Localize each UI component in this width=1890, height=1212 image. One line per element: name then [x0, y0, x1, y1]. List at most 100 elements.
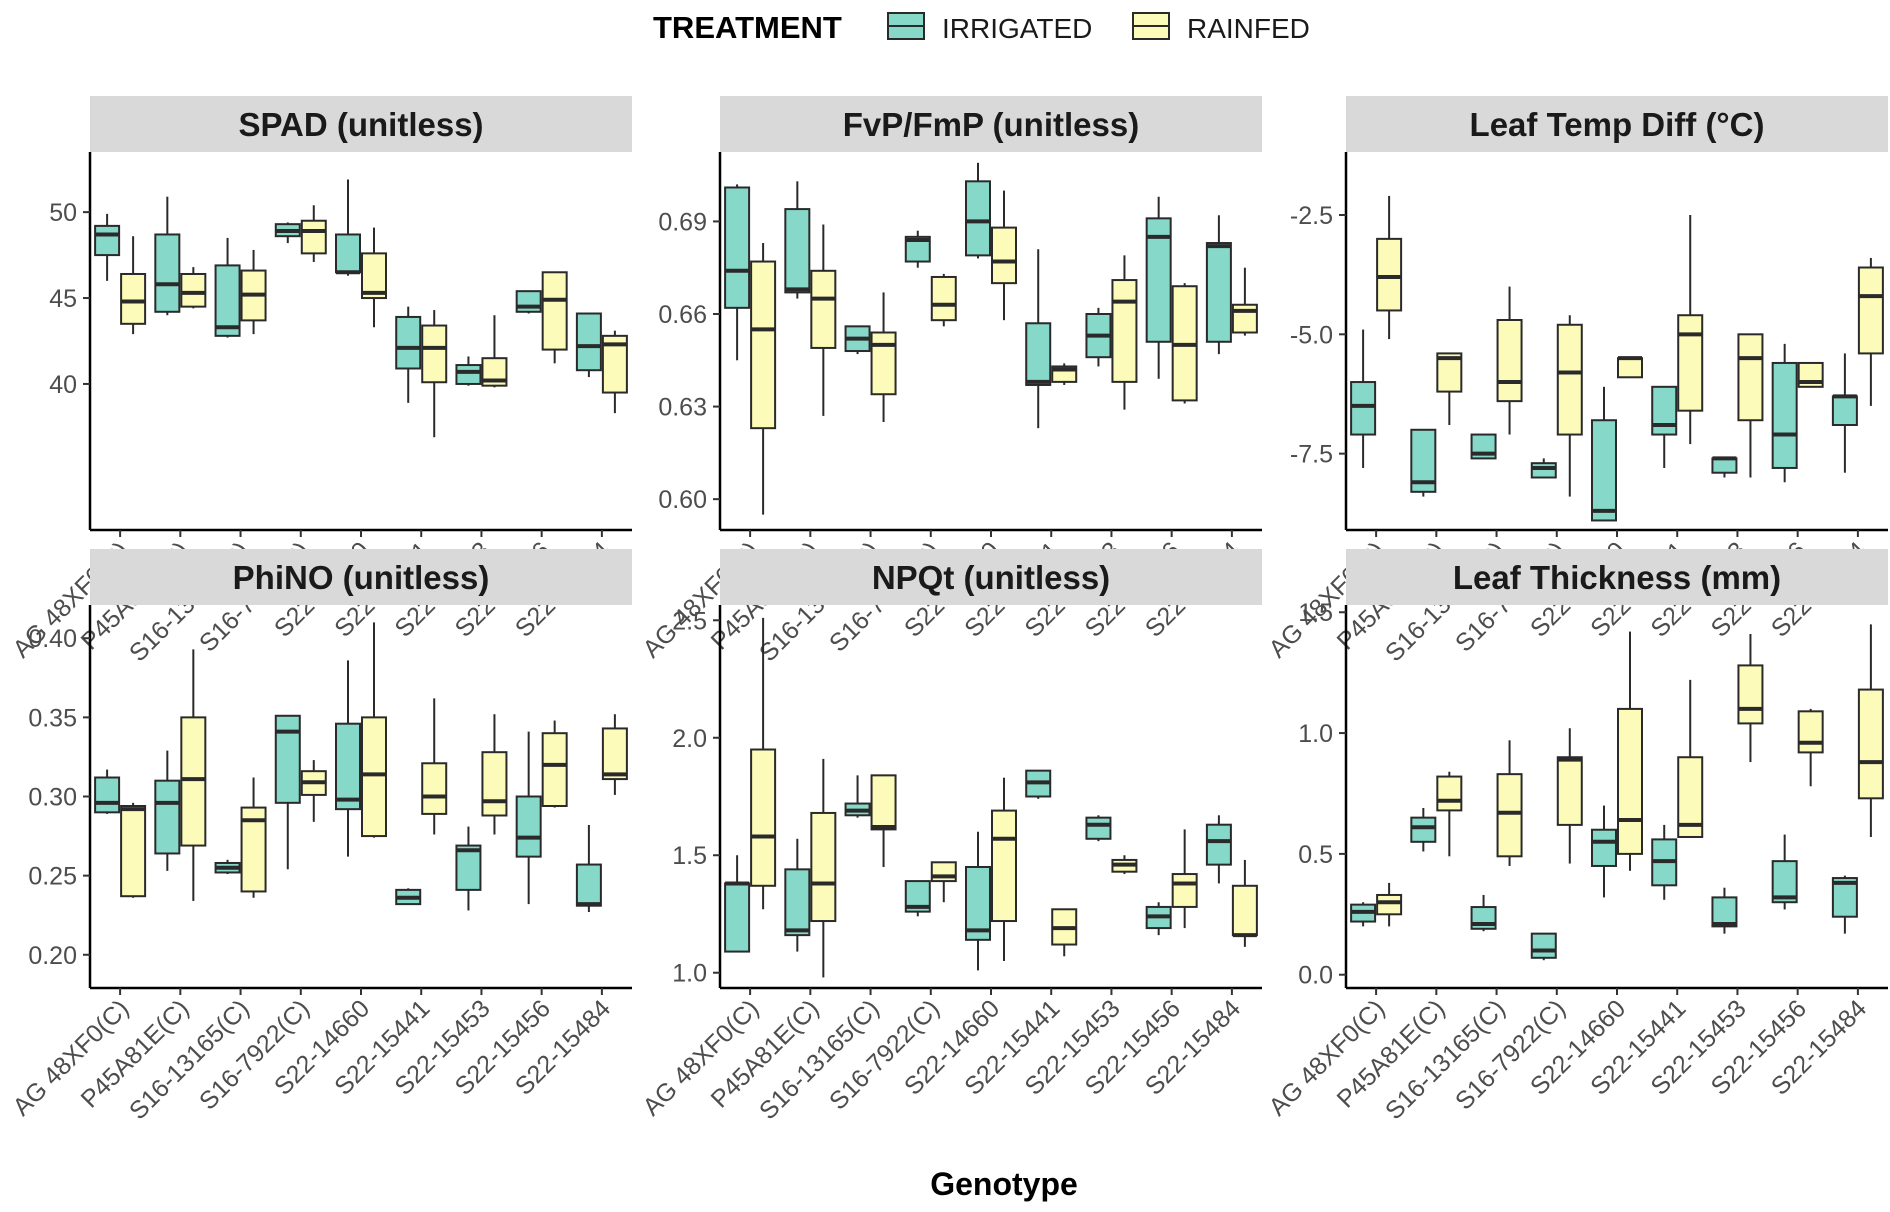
box-rainfed [120, 236, 147, 335]
box-irrigated [575, 312, 602, 378]
box-rainfed [541, 720, 568, 808]
y-tick-label: 0.25 [28, 863, 77, 891]
facet-title: NPQt (unitless) [872, 559, 1110, 596]
box-irrigated [1591, 386, 1617, 522]
box-irrigated [904, 880, 931, 917]
box-iqr [1436, 775, 1463, 812]
box-iqr [1737, 333, 1764, 422]
box-iqr [1410, 816, 1437, 843]
box-iqr [724, 186, 751, 309]
box-iqr [515, 290, 542, 313]
box-iqr [154, 233, 181, 313]
y-tick-label: 0.60 [658, 486, 707, 514]
box-irrigated [1470, 433, 1497, 460]
box-rainfed [601, 330, 628, 414]
box-iqr [784, 208, 811, 294]
box-iqr [180, 272, 207, 308]
box-irrigated [784, 181, 811, 299]
box-irrigated [1085, 307, 1112, 367]
box-irrigated [335, 660, 361, 857]
y-tick-label: 50 [49, 199, 77, 227]
y-tick-label: -7.5 [1290, 441, 1333, 469]
box-rainfed [1051, 363, 1078, 385]
box-iqr [361, 716, 387, 838]
box-irrigated [965, 162, 991, 259]
box-iqr [154, 779, 181, 855]
box-iqr [421, 324, 448, 384]
box-iqr [575, 863, 602, 907]
box-iqr [1857, 266, 1884, 355]
box-iqr [1677, 314, 1704, 412]
box-iqr [1591, 419, 1617, 522]
box-iqr [455, 844, 482, 891]
legend-label-rainfed: RAINFED [1187, 13, 1310, 44]
box-iqr [1025, 322, 1052, 386]
box-irrigated [455, 826, 482, 911]
box-iqr [930, 275, 957, 322]
box-irrigated [515, 731, 542, 905]
box-iqr [1111, 279, 1138, 383]
box-irrigated [1410, 428, 1437, 497]
box-iqr [991, 226, 1017, 285]
box-irrigated [1651, 385, 1678, 468]
box-iqr [515, 795, 542, 858]
box-rainfed [1436, 352, 1463, 425]
y-tick-label: 0.30 [28, 784, 77, 812]
box-rainfed [361, 622, 387, 838]
box-irrigated [154, 196, 181, 316]
box-irrigated [1591, 805, 1617, 898]
box-rainfed [1376, 195, 1403, 340]
box-irrigated [724, 855, 751, 953]
box-rainfed [1617, 631, 1643, 871]
box-iqr [1231, 884, 1258, 937]
box-irrigated [214, 237, 241, 338]
box-rainfed [120, 802, 147, 898]
box-iqr [455, 364, 482, 385]
box-iqr [361, 252, 387, 300]
box-iqr [870, 331, 897, 396]
box-rainfed [240, 777, 267, 898]
box-iqr [1231, 303, 1258, 334]
box-iqr [1651, 385, 1678, 436]
legend-label-irrigated: IRRIGATED [942, 13, 1092, 44]
box-rainfed [1797, 708, 1824, 787]
x-axis-title: Genotype [930, 1166, 1078, 1202]
box-rainfed [930, 273, 957, 327]
box-iqr [601, 727, 628, 781]
box-iqr [750, 748, 777, 887]
box-rainfed [1111, 855, 1138, 875]
facet-strip [720, 96, 1262, 152]
box-irrigated [515, 290, 542, 314]
box-rainfed [1797, 361, 1824, 388]
box-rainfed [1677, 679, 1704, 838]
box-irrigated [1205, 215, 1232, 355]
y-tick-label: 40 [49, 371, 77, 399]
box-iqr [1711, 457, 1738, 474]
box-iqr [541, 271, 568, 351]
box-irrigated [1771, 343, 1798, 483]
box-iqr [1771, 860, 1798, 904]
box-iqr [120, 804, 147, 898]
y-tick-label: 1.5 [1298, 599, 1333, 627]
box-irrigated [335, 179, 361, 276]
box-iqr [1530, 462, 1557, 479]
box-iqr [965, 180, 991, 257]
y-tick-label: 1.0 [672, 960, 707, 988]
box-rainfed [300, 760, 327, 822]
box-iqr [541, 732, 568, 807]
box-rainfed [991, 777, 1017, 961]
box-iqr [1205, 823, 1232, 866]
box-iqr [724, 882, 751, 953]
box-irrigated [455, 356, 482, 386]
box-iqr [1617, 707, 1643, 855]
box-iqr [965, 865, 991, 941]
facet-strip [1346, 96, 1888, 152]
box-irrigated [214, 859, 241, 875]
box-irrigated [724, 184, 751, 361]
box-iqr [810, 811, 837, 923]
box-rainfed [1677, 215, 1704, 445]
y-tick-label: -5.0 [1290, 321, 1333, 349]
box-rainfed [991, 190, 1017, 321]
box-irrigated [94, 213, 121, 281]
